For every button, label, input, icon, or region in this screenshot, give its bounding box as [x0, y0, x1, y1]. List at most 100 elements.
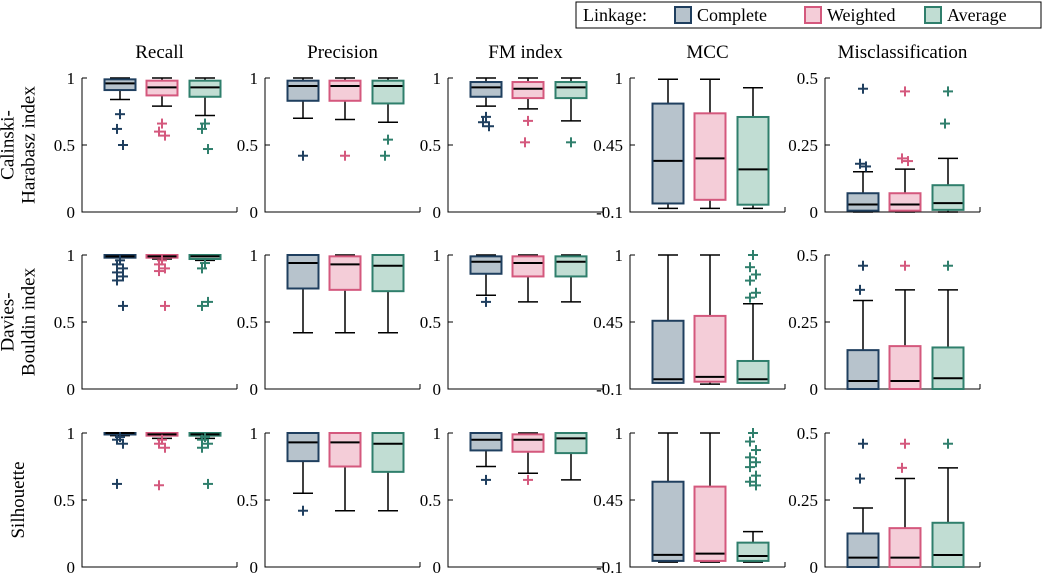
column-title-2: FM index: [488, 42, 563, 63]
column-titles: Recall Precision FM index MCC Misclassificat…: [135, 42, 968, 63]
box-average: [736, 428, 770, 563]
y-tick-label: -0.1: [596, 203, 623, 222]
box-iqr: [511, 433, 545, 453]
y-tick-label: 1: [433, 424, 442, 443]
y-tick-label: 1: [615, 424, 624, 443]
outlier-marker: [160, 263, 170, 274]
y-tick-label: 0.5: [420, 136, 441, 155]
panel-r2-c3: -0.1 0.45 1: [593, 424, 786, 575]
row-title-2-line-0: Silhouette: [8, 461, 29, 538]
box-iqr: [371, 79, 405, 105]
box-complete: [651, 432, 685, 563]
box-iqr: [469, 81, 503, 98]
row-title-1: Davies- Bouldin index: [0, 267, 40, 376]
y-tick-label: 0.45: [593, 136, 623, 155]
outlier-marker: [858, 83, 868, 94]
box-average: [554, 77, 588, 148]
outlier-marker: [943, 86, 953, 97]
outlier-marker: [112, 123, 122, 134]
column-title-1: Precision: [307, 42, 378, 63]
panels: 00.5100.5100.51-0.10.45100.250.500.5100.…: [54, 69, 981, 575]
box-iqr: [651, 480, 685, 562]
box-average: [188, 254, 222, 311]
column-title-3: MCC: [686, 42, 728, 63]
outlier-marker: [745, 452, 755, 463]
outlier-marker: [855, 158, 865, 169]
box-weighted: [511, 254, 545, 303]
outlier-marker: [745, 436, 755, 447]
y-tick-label: 0.5: [237, 136, 258, 155]
box-complete: [103, 432, 137, 489]
y-tick-label: 0: [67, 203, 76, 222]
y-tick-label: 1: [433, 69, 442, 88]
outlier-marker: [112, 275, 122, 286]
box-weighted: [511, 432, 545, 485]
box-iqr: [931, 184, 965, 211]
column-title-4: Misclassification: [838, 42, 968, 63]
outlier-marker: [943, 260, 953, 271]
column-title-0: Recall: [135, 42, 184, 63]
panel-r0-c3: -0.1 0.45 1: [593, 69, 786, 222]
box-complete: [103, 77, 137, 150]
y-tick-label: 0.5: [420, 313, 441, 332]
panel-r1-c1: 00.51: [237, 246, 421, 399]
y-tick-label: 0: [433, 203, 442, 222]
outlier-marker: [520, 137, 530, 148]
box-weighted: [693, 78, 727, 210]
box-average: [371, 77, 405, 161]
box-iqr: [736, 115, 770, 206]
outlier-marker: [858, 260, 868, 271]
panel-r1-c4: 0 0.25 0.5: [788, 246, 981, 399]
y-tick-label: 1: [615, 69, 624, 88]
outlier-marker: [481, 474, 491, 485]
outlier-marker: [751, 269, 761, 280]
y-tick-label: 1: [250, 246, 259, 265]
box-iqr: [554, 255, 588, 278]
y-tick-label: 0: [810, 203, 819, 222]
y-tick-label: 1: [250, 424, 259, 443]
outlier-marker: [112, 478, 122, 489]
outlier-marker: [900, 86, 910, 97]
outlier-marker: [745, 476, 755, 487]
panel-r1-c3: -0.1 0.45 1: [593, 246, 786, 399]
y-tick-label: -0.1: [596, 558, 623, 575]
outlier-marker: [200, 258, 210, 269]
outlier-marker: [118, 438, 128, 449]
panel-r0-c0: 00.51: [54, 69, 238, 222]
y-tick-label: 0: [67, 380, 76, 399]
outlier-marker: [897, 153, 907, 164]
box-complete: [469, 77, 503, 132]
outlier-marker: [200, 118, 210, 129]
y-tick-label: 0.5: [54, 136, 75, 155]
box-average: [371, 432, 405, 512]
box-iqr: [846, 192, 880, 212]
box-complete: [846, 438, 880, 568]
box-weighted: [888, 260, 922, 390]
y-tick-label: 0.25: [788, 491, 818, 510]
box-iqr: [736, 359, 770, 384]
outlier-marker: [943, 438, 953, 449]
outlier-marker: [751, 287, 761, 298]
outlier-marker: [160, 300, 170, 311]
outlier-marker: [160, 442, 170, 453]
outlier-marker: [900, 260, 910, 271]
row-title-0: Calinski- Harabasz index: [0, 86, 40, 204]
row-titles: Calinski- Harabasz index Davies- Bouldin in…: [0, 86, 40, 539]
outlier-marker: [940, 118, 950, 129]
y-tick-label: 0: [810, 380, 819, 399]
y-tick-label: 0.5: [797, 69, 818, 88]
outlier-marker: [523, 115, 533, 126]
box-iqr: [328, 432, 362, 468]
y-tick-label: 1: [250, 69, 259, 88]
row-title-1-line-0: Davies-: [0, 292, 19, 351]
box-average: [554, 432, 588, 481]
box-average: [736, 250, 770, 384]
y-tick-label: 0: [250, 203, 259, 222]
box-weighted: [328, 77, 362, 161]
outlier-marker: [751, 470, 761, 481]
outlier-marker: [340, 150, 350, 161]
box-iqr: [328, 255, 362, 291]
outlier-marker: [197, 442, 207, 453]
outlier-marker: [745, 462, 755, 473]
